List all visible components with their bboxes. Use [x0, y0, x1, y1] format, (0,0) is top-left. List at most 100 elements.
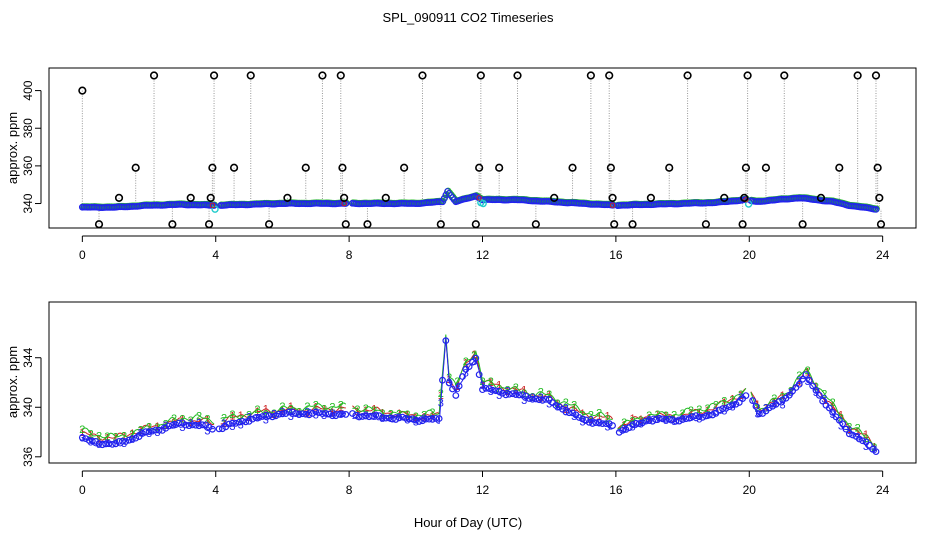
series-marker-2: 2	[488, 376, 494, 388]
spike-marker	[761, 163, 771, 172]
top-spike-markers	[78, 71, 886, 229]
bottom-data-point	[259, 413, 266, 420]
bottom-y-axis: 336 340 344	[21, 347, 42, 467]
bottom-data-point	[289, 408, 296, 416]
bottom-data-point	[379, 414, 386, 421]
series-marker-2: 2	[821, 389, 827, 401]
bottom-data-point	[719, 405, 726, 413]
series-marker-3: 3	[238, 420, 244, 432]
series-marker-2: 2	[354, 404, 360, 416]
series-line-2	[82, 414, 215, 439]
series-marker-1: 1	[229, 410, 235, 422]
spike-marker	[436, 220, 445, 229]
spike-marker	[740, 193, 749, 202]
series-marker-3: 3	[680, 414, 686, 426]
bottom-x-tick-label: 16	[609, 483, 623, 497]
bottom-data-point	[342, 411, 350, 418]
bottom-data-point	[445, 379, 453, 387]
bottom-data-point	[535, 396, 543, 404]
spike-marker	[476, 71, 485, 80]
bottom-data-point	[88, 437, 96, 445]
series-marker-3: 3	[338, 409, 344, 421]
spike-marker	[628, 220, 637, 229]
bottom-data-point	[192, 421, 200, 429]
series-marker-1: 1	[304, 407, 310, 419]
bottom-series-lines: 1 1 1 1 1 1 1 1 1 1 1 1 1 1 1 1 11 1 1 1 1 1 1 1 1 11 1 1 1 1 1 1 1 1 1 1 1 1…	[78, 334, 880, 456]
bottom-data-point	[145, 428, 153, 436]
bottom-data-point	[669, 416, 676, 423]
top-x-tick-label: 24	[876, 248, 890, 262]
bottom-data-point	[365, 413, 373, 421]
bottom-data-point	[699, 413, 706, 421]
spike-marker	[798, 220, 807, 229]
series-marker-2: 2	[655, 409, 661, 421]
bottom-data-point	[569, 409, 576, 417]
series-marker-2: 2	[846, 421, 852, 433]
bottom-data-point	[372, 411, 380, 419]
bottom-data-point	[305, 411, 313, 419]
bottom-data-point	[635, 420, 643, 427]
bottom-data-point	[819, 397, 827, 405]
series-marker-1: 1	[554, 398, 560, 410]
bottom-data-point	[475, 371, 483, 379]
bottom-data-point	[392, 416, 400, 423]
series-marker-3: 3	[563, 402, 569, 414]
series-marker-3: 3	[463, 368, 469, 380]
series-line-1	[220, 405, 346, 425]
bottom-data-point	[725, 403, 733, 411]
bottom-data-point	[815, 391, 823, 399]
series-marker-2: 2	[713, 399, 719, 411]
bottom-data-point	[779, 396, 787, 404]
bottom-data-point	[502, 391, 510, 399]
series-marker-2: 2	[538, 387, 544, 399]
spike-marker	[586, 71, 595, 80]
spike-marker	[336, 71, 345, 80]
bottom-data-point	[405, 415, 413, 423]
series-marker-2: 2	[721, 395, 727, 407]
series-marker-2: 2	[321, 404, 327, 416]
bottom-data-point	[735, 399, 743, 406]
bottom-data-point	[322, 410, 330, 417]
bottom-data-point	[262, 411, 270, 419]
series-marker-2: 2	[596, 407, 602, 419]
bottom-data-point	[539, 396, 546, 404]
series-marker-2: 2	[379, 408, 385, 420]
bottom-data-point	[362, 412, 370, 420]
series-marker-3: 3	[780, 400, 786, 412]
series-marker-3: 3	[738, 392, 744, 404]
series-marker-1: 1	[354, 406, 360, 418]
bottom-data-point	[835, 416, 843, 424]
bottom-data-point	[605, 420, 613, 427]
bottom-data-point	[429, 415, 436, 423]
series-marker-3: 3	[713, 406, 719, 418]
bottom-data-point	[829, 408, 837, 416]
spike-marker	[340, 193, 349, 202]
series-marker-1: 1	[396, 408, 402, 420]
bottom-data-point	[142, 428, 150, 436]
bottom-data-point	[715, 406, 723, 414]
bottom-data-point	[505, 390, 513, 398]
series-marker-3: 3	[279, 407, 285, 419]
bottom-data-point	[672, 417, 680, 425]
bottom-data-point	[579, 415, 586, 423]
series-marker-2: 2	[730, 395, 736, 407]
spike-marker	[835, 163, 844, 172]
bottom-data-point	[752, 402, 760, 410]
bottom-data-point	[235, 418, 243, 426]
series-marker-2: 2	[771, 393, 777, 405]
series-marker-2: 2	[621, 417, 627, 429]
series-marker-1: 1	[705, 405, 711, 417]
series-marker-3: 3	[388, 413, 394, 425]
bottom-data-point	[849, 431, 857, 439]
series-marker-3: 3	[188, 418, 194, 430]
bottom-data-point	[722, 404, 730, 412]
series-marker-2: 2	[196, 410, 202, 422]
top-y-tick-label: 340	[21, 193, 35, 213]
bottom-data-point	[515, 391, 523, 399]
series-marker-1: 1	[121, 430, 127, 442]
data-point	[210, 202, 218, 209]
bottom-data-point	[765, 404, 773, 412]
series-marker-3: 3	[446, 377, 452, 389]
spike-marker	[246, 71, 255, 80]
series-marker-2: 2	[454, 376, 460, 388]
